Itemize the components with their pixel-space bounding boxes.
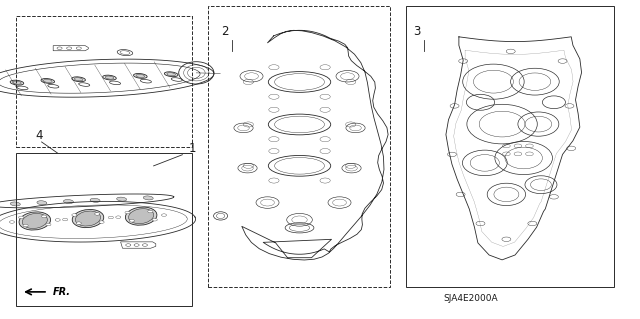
Circle shape [243,79,253,85]
Circle shape [63,218,68,221]
Circle shape [152,219,157,221]
Circle shape [55,219,60,221]
Circle shape [269,149,279,154]
Circle shape [346,122,356,127]
Bar [406,6,614,287]
Text: SJA4E2000A: SJA4E2000A [443,294,498,303]
Ellipse shape [105,76,114,79]
Circle shape [320,94,330,99]
Ellipse shape [19,212,51,230]
Ellipse shape [143,196,153,200]
Circle shape [10,221,15,223]
Circle shape [550,195,559,199]
Circle shape [346,79,356,85]
Ellipse shape [10,202,20,206]
Ellipse shape [116,197,127,201]
Ellipse shape [72,210,104,228]
Circle shape [558,59,567,63]
Ellipse shape [76,211,100,226]
Circle shape [243,163,253,168]
Circle shape [450,104,459,108]
Circle shape [320,149,330,154]
Circle shape [129,219,134,222]
Circle shape [476,221,485,226]
Ellipse shape [134,73,147,78]
Ellipse shape [10,80,24,85]
Circle shape [161,214,166,216]
Circle shape [269,178,279,183]
Circle shape [23,224,28,227]
Ellipse shape [140,79,152,83]
Circle shape [346,163,356,168]
Circle shape [567,146,576,151]
Circle shape [46,223,51,226]
Circle shape [95,213,100,215]
Circle shape [42,215,47,218]
Ellipse shape [172,78,182,81]
Text: 4: 4 [35,129,43,142]
Circle shape [148,210,153,213]
Text: FR.: FR. [52,287,70,297]
Ellipse shape [48,85,59,88]
Ellipse shape [90,198,100,202]
Bar [16,16,192,147]
Bar [16,153,192,306]
Circle shape [116,216,121,219]
Ellipse shape [129,209,154,224]
Ellipse shape [63,200,74,204]
Ellipse shape [37,201,47,205]
Ellipse shape [102,75,116,80]
Circle shape [99,221,104,223]
Circle shape [72,214,77,216]
Circle shape [76,222,81,225]
Ellipse shape [13,81,21,84]
Ellipse shape [167,73,175,76]
Circle shape [320,137,330,142]
Bar [208,6,390,287]
Circle shape [502,237,511,241]
Text: 2: 2 [221,25,228,38]
Circle shape [565,104,574,108]
Ellipse shape [164,72,178,77]
Ellipse shape [125,207,157,225]
Circle shape [269,65,279,70]
Ellipse shape [41,78,54,83]
Circle shape [447,152,456,157]
Circle shape [125,211,130,214]
Circle shape [19,216,24,219]
Circle shape [269,94,279,99]
Text: 1: 1 [189,142,196,155]
Ellipse shape [79,83,90,86]
Ellipse shape [44,79,52,83]
Ellipse shape [136,74,145,78]
Circle shape [506,49,515,54]
Circle shape [320,107,330,112]
Circle shape [456,192,465,197]
Ellipse shape [72,77,85,82]
Circle shape [243,122,253,127]
Text: 3: 3 [413,25,420,38]
Circle shape [320,65,330,70]
Circle shape [269,107,279,112]
Ellipse shape [17,86,28,90]
Circle shape [108,216,113,219]
Ellipse shape [22,213,47,228]
Circle shape [459,59,468,63]
Ellipse shape [109,81,120,85]
Circle shape [320,178,330,183]
Circle shape [528,221,537,226]
Circle shape [269,137,279,142]
Ellipse shape [74,78,83,81]
